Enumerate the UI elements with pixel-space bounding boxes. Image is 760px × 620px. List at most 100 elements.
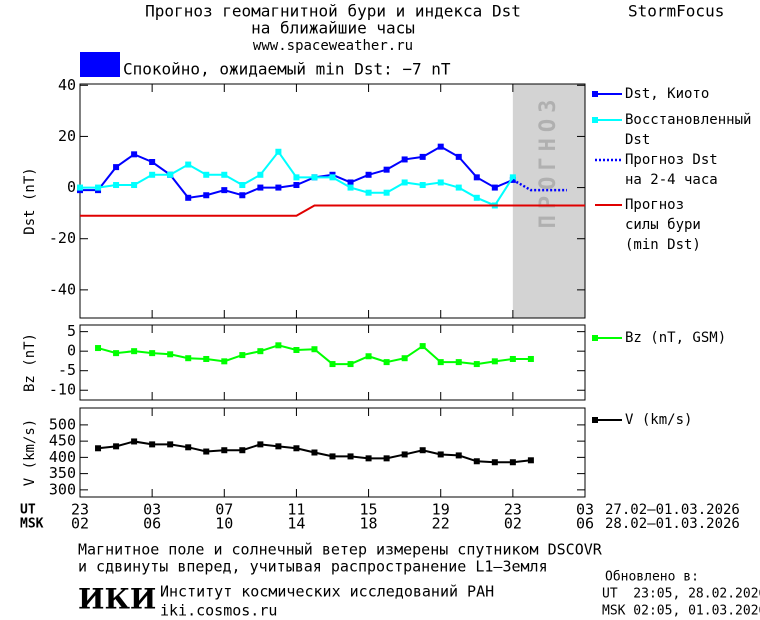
- marker: [95, 184, 102, 191]
- legend-label: Прогноз Dst на 2-4 часа: [625, 152, 718, 188]
- marker: [113, 443, 120, 450]
- x-tick-label: 03: [143, 501, 161, 519]
- marker: [311, 346, 318, 353]
- y-tick-label: 500: [49, 415, 76, 433]
- marker: [365, 171, 372, 178]
- x-tick-label: 11: [287, 501, 305, 519]
- y-tick-label: 0: [67, 342, 76, 360]
- marker: [131, 438, 138, 445]
- marker: [95, 445, 102, 452]
- marker: [203, 355, 210, 362]
- x-tick-label: 07: [215, 501, 233, 519]
- marker: [185, 161, 192, 168]
- marker: [275, 443, 282, 450]
- marker: [131, 182, 138, 189]
- marker: [131, 348, 138, 355]
- y-tick-label: 20: [58, 127, 76, 145]
- marker: [77, 184, 83, 191]
- marker: [311, 449, 318, 456]
- marker: [401, 179, 408, 186]
- series-line: [512, 178, 567, 192]
- y-tick-label: 40: [58, 76, 76, 94]
- marker: [455, 359, 462, 366]
- brand: StormFocus: [628, 2, 724, 21]
- marker: [275, 184, 282, 191]
- y-tick-label: 350: [49, 464, 76, 482]
- marker: [455, 153, 462, 160]
- date-range: 27.02–01.03.2026: [605, 502, 740, 518]
- x-row-label: UT: [20, 503, 36, 518]
- marker: [437, 143, 444, 150]
- marker: [401, 156, 408, 163]
- marker: [257, 441, 264, 448]
- x-tick-label: 14: [287, 515, 305, 533]
- marker: [185, 355, 192, 362]
- updated-label: Обновлено в:: [605, 570, 699, 585]
- marker: [383, 359, 390, 366]
- marker: [149, 441, 156, 448]
- status-text: Спокойно, ожидаемый min Dst: −7 nT: [123, 60, 451, 79]
- x-tick-label: 06: [143, 515, 161, 533]
- marker: [473, 361, 480, 368]
- marker: [473, 174, 480, 181]
- legend-marker: [592, 417, 598, 423]
- marker: [113, 350, 120, 357]
- marker: [383, 189, 390, 196]
- legend-label: Прогноз силы бури (min Dst): [625, 197, 701, 253]
- marker: [437, 179, 444, 186]
- institute: Институт космических исследований РАН: [160, 583, 494, 601]
- date-range: 28.02–01.03.2026: [605, 516, 740, 532]
- y-tick-label: 300: [49, 480, 76, 498]
- x-tick-label: 02: [504, 515, 522, 533]
- forecast-label: ПРОГНОЗ: [536, 94, 561, 229]
- marker: [113, 182, 120, 189]
- y-axis-label: Bz (nT): [22, 333, 38, 392]
- marker: [203, 171, 210, 178]
- legend-label: Dst, Киото: [625, 86, 710, 102]
- legend-label: V (km/s): [625, 412, 693, 428]
- y-tick-label: 5: [67, 322, 76, 340]
- y-tick-label: -5: [58, 361, 76, 379]
- marker: [347, 179, 354, 186]
- marker: [401, 355, 408, 362]
- marker: [221, 187, 228, 194]
- subtitle: на ближайшие часы: [251, 19, 415, 38]
- marker: [329, 453, 336, 460]
- marker: [491, 358, 498, 365]
- marker: [149, 350, 156, 357]
- marker: [275, 148, 282, 155]
- x-tick-label: 06: [576, 515, 594, 533]
- title: Прогноз геомагнитной бури и индекса Dst: [145, 2, 521, 21]
- legend-marker: [592, 117, 598, 123]
- marker: [473, 194, 480, 201]
- series-line: [80, 204, 585, 217]
- y-axis-label: Dst (nT): [22, 167, 38, 234]
- updated-msk: MSK 02:05, 01.03.2026: [602, 604, 760, 619]
- logo: ИКИ: [78, 583, 156, 616]
- updated-ut: UT 23:05, 28.02.2026: [602, 587, 760, 602]
- x-tick-label: 18: [360, 515, 378, 533]
- marker: [167, 441, 174, 448]
- x-tick-label: 23: [71, 501, 89, 519]
- marker: [293, 347, 300, 353]
- marker: [347, 453, 354, 460]
- marker: [365, 189, 372, 196]
- marker: [221, 171, 228, 178]
- plot-frame: [79, 324, 586, 401]
- marker: [509, 174, 516, 181]
- marker: [293, 182, 300, 189]
- marker: [203, 448, 210, 455]
- marker: [149, 171, 156, 178]
- marker: [347, 184, 354, 191]
- plot-frame: [79, 83, 586, 319]
- x-tick-label: 10: [215, 515, 233, 533]
- marker: [329, 174, 336, 181]
- marker: [419, 153, 426, 160]
- forecast-band: [512, 84, 585, 318]
- marker: [239, 352, 246, 359]
- marker: [185, 444, 192, 451]
- marker: [257, 348, 264, 355]
- marker: [473, 458, 480, 465]
- marker: [239, 192, 246, 199]
